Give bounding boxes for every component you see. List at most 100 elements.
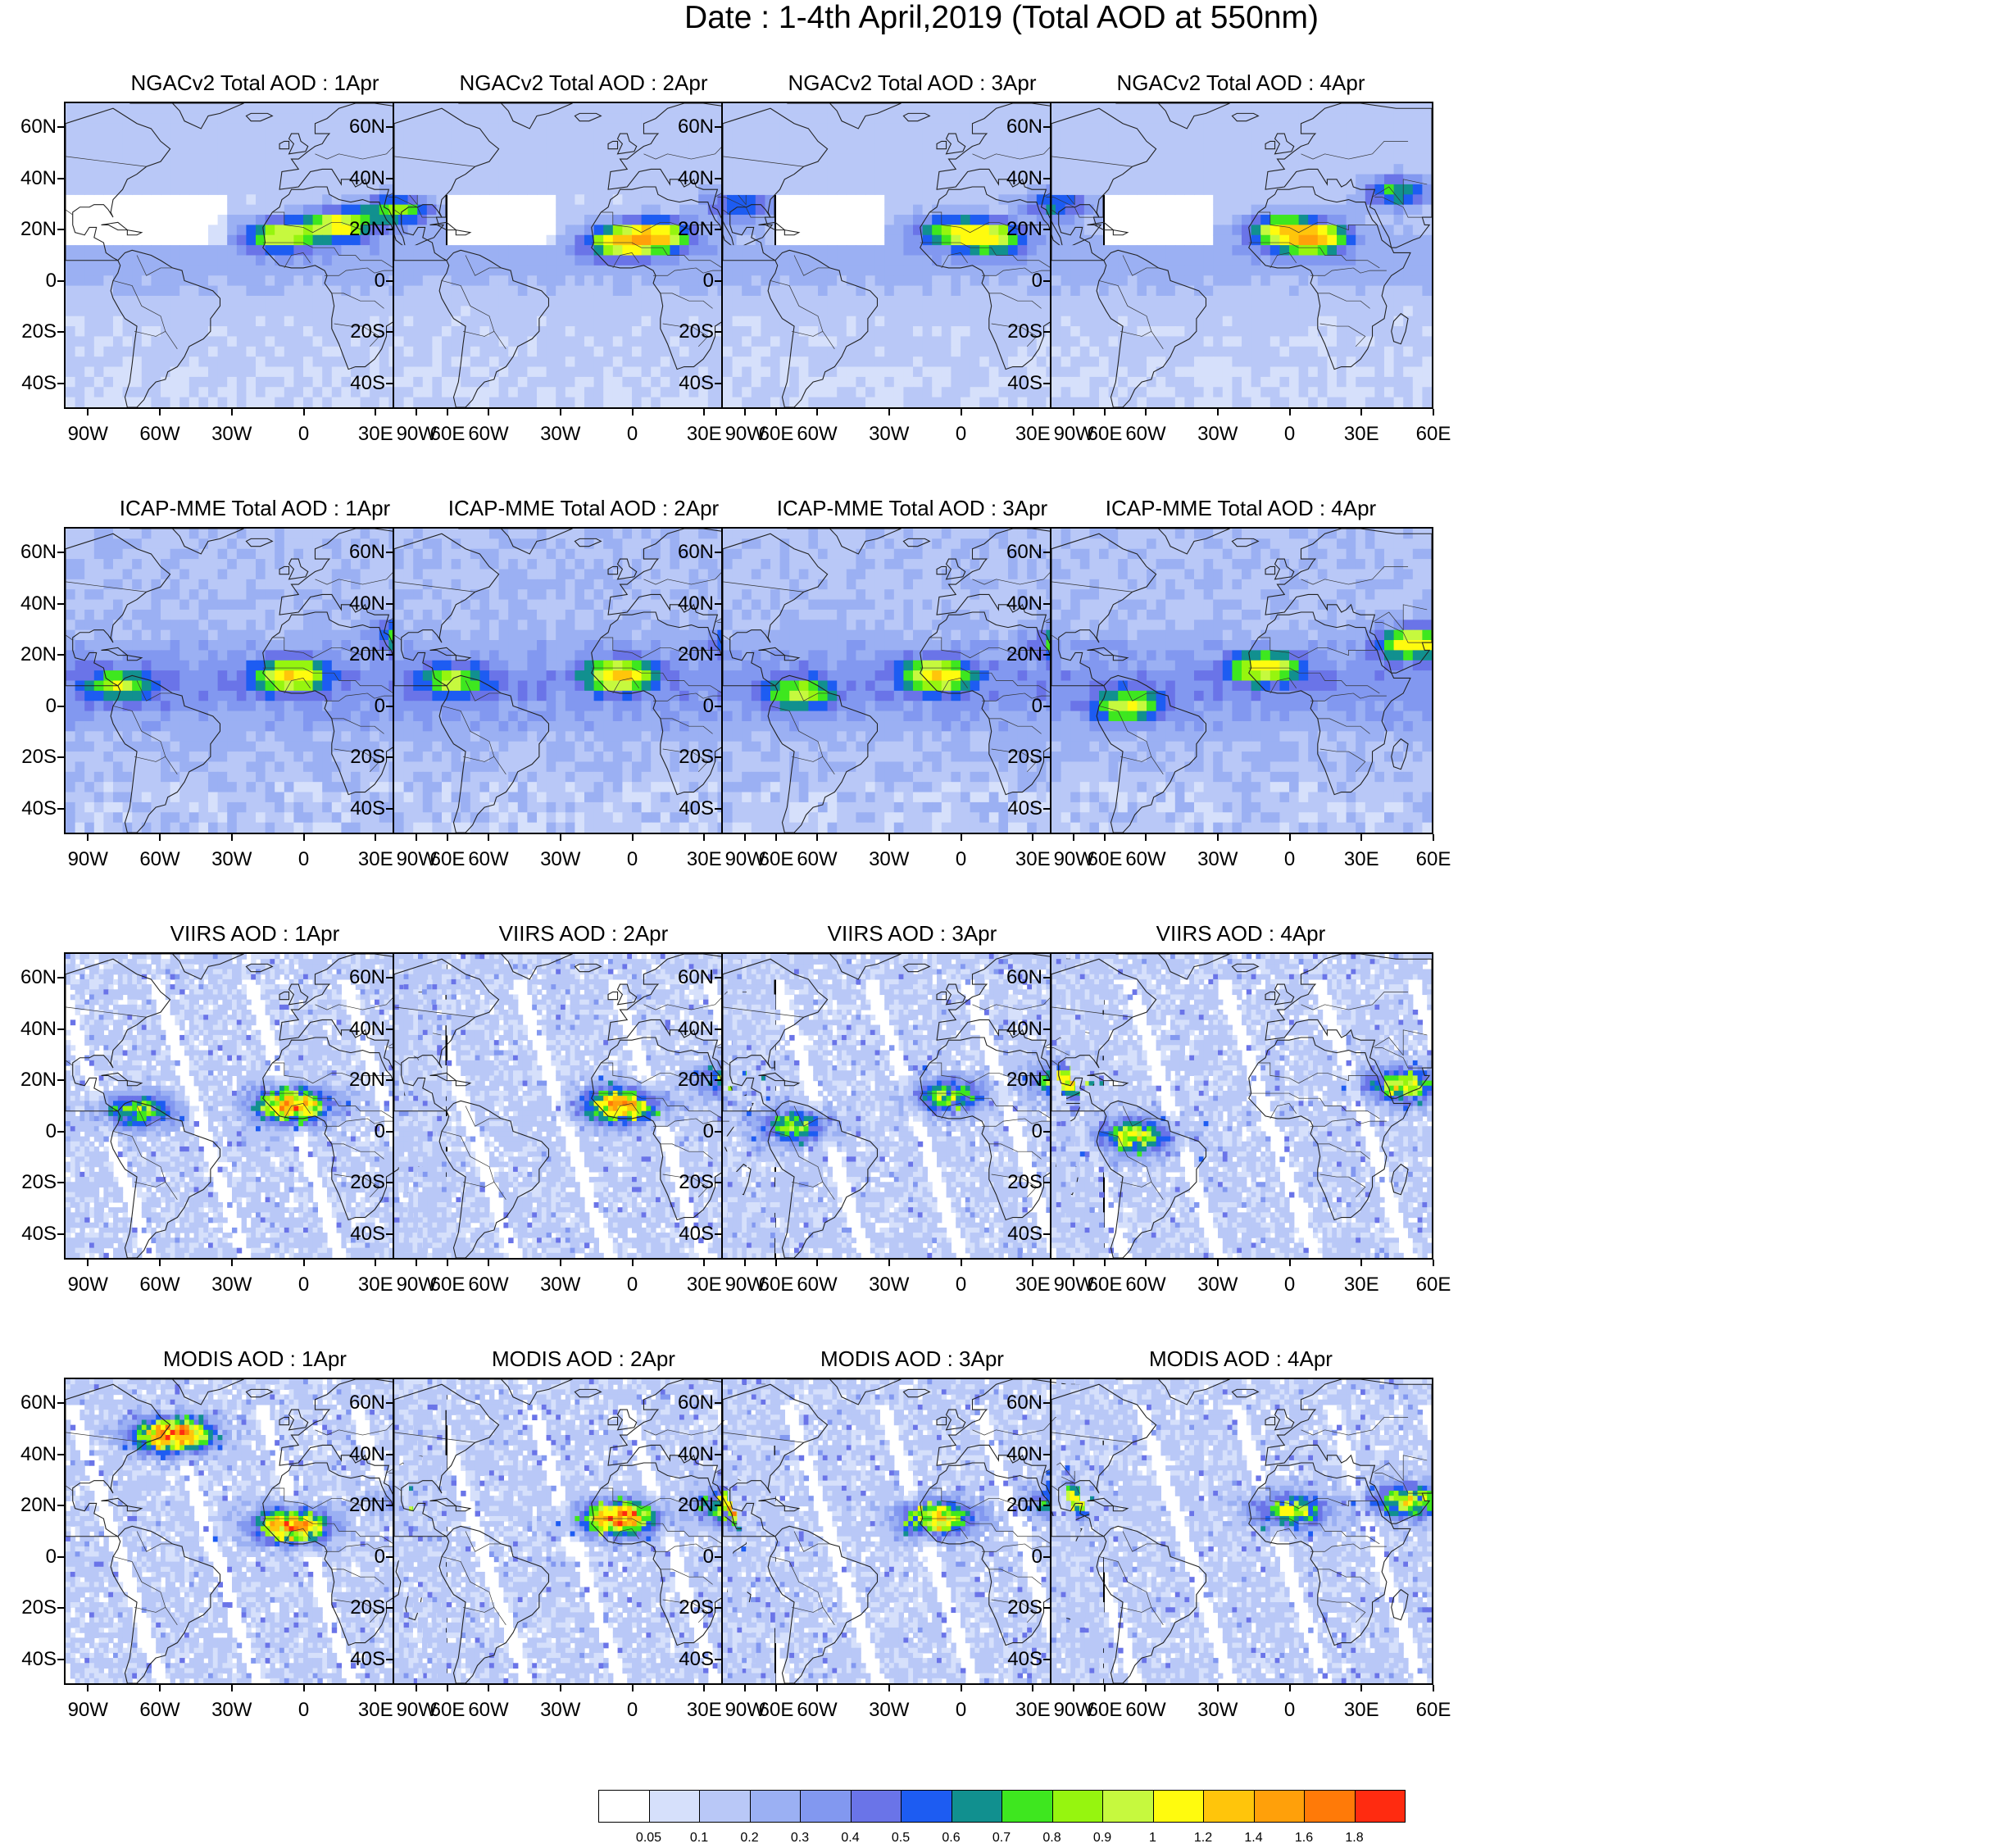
aod-cell [422, 123, 433, 134]
aod-cell [707, 366, 718, 378]
aod-cell [1365, 143, 1375, 155]
aod-cell [1118, 336, 1129, 347]
aod-cell [208, 265, 219, 276]
aod-cell [761, 123, 771, 134]
aod-cell [1365, 215, 1375, 225]
aod-cell [1337, 376, 1347, 388]
aod-cell [584, 123, 595, 134]
aod-cell [1099, 366, 1110, 378]
aod-cell [1412, 255, 1423, 266]
aod-cell [818, 376, 829, 388]
aod-cell [170, 336, 180, 347]
aod-cell [612, 225, 623, 236]
aod-cell [1279, 366, 1290, 378]
aod-cell [275, 579, 285, 590]
aod-cell [979, 295, 990, 306]
aod-cell [1289, 397, 1300, 407]
aod-cell [1222, 255, 1233, 266]
aod-cell [1008, 366, 1019, 378]
aod-cell [151, 538, 161, 550]
aod-cell [556, 123, 566, 134]
aod-cell [1008, 225, 1019, 236]
aod-cell [179, 366, 190, 378]
aod-cell [742, 164, 752, 175]
aod-cell [398, 204, 409, 216]
aod-cell [1251, 306, 1261, 317]
aod-cell [1422, 194, 1432, 206]
aod-cell [846, 164, 856, 175]
lon-tick-label: 60W [139, 423, 179, 446]
aod-cell [584, 174, 595, 185]
aod-cell [331, 143, 342, 155]
aod-cell [208, 589, 219, 601]
aod-cell [827, 113, 838, 125]
aod-cell [422, 336, 433, 347]
aod-cell [122, 295, 133, 306]
aod-cell [1269, 123, 1280, 134]
aod-cell [798, 174, 809, 185]
aod-cell [1346, 143, 1356, 155]
aod-cell [1289, 215, 1300, 225]
aod-cell [370, 204, 380, 216]
aod-cell [451, 103, 461, 114]
aod-cell [584, 366, 595, 378]
aod-cell [970, 184, 980, 195]
aod-cell [246, 285, 257, 297]
aod-cell [113, 346, 124, 357]
aod-cell [341, 295, 352, 306]
aod-cell [1079, 164, 1090, 175]
aod-cell [198, 103, 209, 114]
aod-cell [1374, 275, 1385, 287]
aod-cell [584, 326, 595, 338]
aod-cell [1346, 234, 1356, 246]
aod-cell [413, 123, 424, 134]
aod-cell [1079, 336, 1090, 347]
aod-cell [893, 143, 904, 155]
aod-cell [403, 245, 414, 257]
aod-cell [1289, 306, 1300, 317]
aod-cell [584, 194, 595, 206]
aod-cell [1194, 153, 1205, 165]
country-border [1051, 156, 1133, 167]
aod-cell [284, 204, 294, 216]
aod-cell [1384, 194, 1395, 206]
aod-cell [1242, 184, 1252, 195]
aod-cell [66, 548, 76, 560]
aod-cell [874, 184, 885, 195]
aod-cell [1070, 123, 1081, 134]
aod-cell [932, 255, 942, 266]
aod-cell [1346, 366, 1356, 378]
aod-cell [170, 397, 180, 407]
aod-cell [1308, 306, 1319, 317]
aod-cell [403, 346, 414, 357]
aod-cell [1279, 265, 1290, 276]
aod-cell [1137, 134, 1147, 145]
aod-cell [761, 397, 771, 407]
aod-cell [179, 387, 190, 398]
aod-cell [1346, 245, 1356, 257]
aod-cell [1279, 174, 1290, 185]
aod-cell [1242, 326, 1252, 338]
aod-cell [1194, 184, 1205, 195]
aod-cell [632, 215, 643, 225]
aod-cell [1337, 204, 1347, 216]
aod-cell [1056, 194, 1066, 206]
lat-tick-mark [715, 331, 721, 334]
aod-cell [1403, 164, 1414, 175]
aod-cell [1346, 376, 1356, 388]
aod-cell [770, 174, 781, 185]
aod-cell [622, 215, 633, 225]
aod-cell [265, 306, 275, 317]
aod-cell [217, 579, 228, 590]
aod-cell [1422, 285, 1432, 297]
aod-cell [1289, 387, 1300, 398]
aod-cell [1393, 376, 1404, 388]
aod-cell [256, 548, 266, 560]
aod-cell [470, 346, 480, 357]
aod-cell [379, 225, 389, 236]
aod-cell [770, 336, 781, 347]
aod-cell [1061, 174, 1071, 185]
aod-cell [546, 123, 556, 134]
aod-cell [632, 123, 643, 134]
aod-cell [179, 316, 190, 327]
